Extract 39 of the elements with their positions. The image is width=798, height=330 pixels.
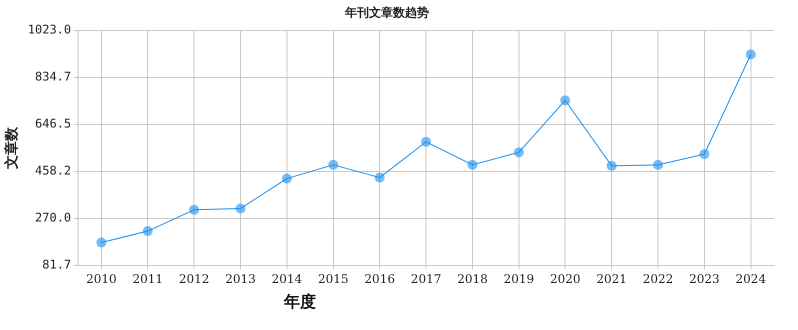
point <box>328 160 338 170</box>
x-tick-label: 2021 <box>596 272 627 286</box>
point <box>374 172 385 183</box>
point <box>96 238 106 248</box>
x-tick-label: 2015 <box>318 272 349 286</box>
y-tick-label: 1023.0 <box>28 22 72 37</box>
x-tick-label: 2017 <box>410 272 442 286</box>
x-tick-label: 2019 <box>504 272 534 286</box>
x-tick-label: 2018 <box>457 272 488 286</box>
x-tick-label: 2020 <box>550 272 581 286</box>
point <box>467 160 478 170</box>
point <box>560 95 570 106</box>
x-tick-label: 2013 <box>225 272 256 286</box>
x-tick-label: 2022 <box>642 272 674 286</box>
y-tick-label: 270.0 <box>35 210 72 225</box>
point <box>236 204 246 214</box>
point <box>514 147 524 158</box>
y-axis-title: 文章数 <box>3 126 20 170</box>
x-tick-label: 2016 <box>364 272 395 286</box>
point <box>189 204 200 215</box>
x-tick-label: 2023 <box>689 272 720 286</box>
x-tick-label: 2014 <box>272 272 303 286</box>
chart-title: 年刊文章数趋势 <box>344 5 429 20</box>
x-tick-label: 2011 <box>132 272 164 286</box>
point <box>421 136 432 147</box>
y-tick-label: 458.2 <box>35 164 72 178</box>
point <box>142 226 153 236</box>
point <box>606 160 617 171</box>
point <box>746 49 756 60</box>
x-tick-label: 2012 <box>178 272 210 286</box>
point <box>653 160 664 170</box>
y-tick-label: 81.7 <box>42 258 72 272</box>
point <box>282 174 292 184</box>
x-tick-label: 2010 <box>86 272 117 286</box>
x-axis-title: 年度 <box>282 292 317 313</box>
y-tick-label: 646.5 <box>35 116 72 131</box>
point <box>699 149 710 160</box>
x-tick-label: 2024 <box>736 272 766 286</box>
y-tick-label: 834.7 <box>35 70 72 84</box>
